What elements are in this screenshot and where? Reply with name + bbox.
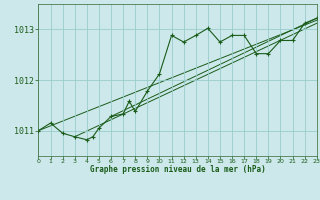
- X-axis label: Graphe pression niveau de la mer (hPa): Graphe pression niveau de la mer (hPa): [90, 165, 266, 174]
